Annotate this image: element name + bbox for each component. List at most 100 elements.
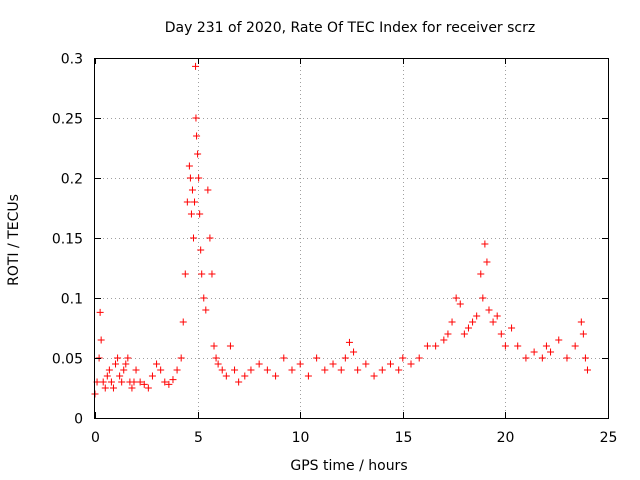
data-point <box>214 360 222 368</box>
y-tick-label: 0.1 <box>61 292 83 308</box>
y-tick-label: 0.3 <box>61 52 83 68</box>
x-tick-label: 0 <box>91 430 100 446</box>
data-point <box>432 342 440 350</box>
data-point <box>183 198 191 206</box>
data-point <box>337 366 345 374</box>
data-point <box>370 372 378 380</box>
y-tick-label: 0 <box>74 412 83 428</box>
data-point <box>173 366 181 374</box>
data-point <box>202 306 210 314</box>
data-point <box>109 384 117 392</box>
data-points <box>91 62 591 398</box>
data-point <box>226 342 234 350</box>
data-point <box>212 354 220 362</box>
data-point <box>208 270 216 278</box>
data-point <box>124 354 132 362</box>
data-point <box>153 360 161 368</box>
data-point <box>583 366 591 374</box>
data-point <box>448 318 456 326</box>
x-tick-label: 15 <box>395 430 413 446</box>
data-point <box>120 366 128 374</box>
gridlines <box>95 58 608 418</box>
tick-labels: 0 5 10 15 20 25 0 0.05 0.1 0.15 0.2 0.25 0.3 <box>52 52 618 447</box>
data-point <box>103 372 111 380</box>
data-point <box>191 198 199 206</box>
data-point <box>187 210 195 218</box>
data-point <box>157 366 165 374</box>
data-point <box>354 366 362 374</box>
data-point <box>112 360 120 368</box>
data-point <box>179 318 187 326</box>
data-point <box>563 354 571 362</box>
data-point <box>407 360 415 368</box>
data-point <box>547 348 555 356</box>
data-point <box>235 378 243 386</box>
data-point <box>280 354 288 362</box>
data-point <box>193 132 201 140</box>
data-point <box>107 378 115 386</box>
data-point <box>296 360 304 368</box>
data-point <box>288 366 296 374</box>
data-point <box>247 366 255 374</box>
data-point <box>581 354 589 362</box>
y-tick-label: 0.2 <box>61 172 83 188</box>
data-point <box>97 336 105 344</box>
data-point <box>148 372 156 380</box>
data-point <box>200 294 208 302</box>
data-point <box>542 342 550 350</box>
data-point <box>395 366 403 374</box>
data-point <box>130 378 138 386</box>
data-point <box>571 342 579 350</box>
data-point <box>493 312 501 320</box>
data-point <box>194 150 202 158</box>
data-point <box>165 380 173 388</box>
plot-area-border <box>94 58 609 419</box>
data-point <box>210 342 218 350</box>
x-tick-label: 5 <box>194 430 203 446</box>
data-point <box>481 240 489 248</box>
data-point <box>99 378 107 386</box>
chart-title: Day 231 of 2020, Rate Of TEC Index for r… <box>165 20 535 36</box>
data-point <box>489 318 497 326</box>
data-point <box>197 246 205 254</box>
data-point <box>508 324 516 332</box>
data-point <box>423 342 431 350</box>
x-tick-label: 10 <box>292 430 310 446</box>
data-point <box>169 376 177 384</box>
data-point <box>192 114 200 122</box>
data-point <box>263 366 271 374</box>
data-point <box>101 384 109 392</box>
data-point <box>105 366 113 374</box>
y-tick-label: 0.15 <box>52 232 83 248</box>
data-point <box>241 372 249 380</box>
data-point <box>350 348 358 356</box>
data-point <box>464 324 472 332</box>
data-point <box>483 258 491 266</box>
data-point <box>218 366 226 374</box>
data-point <box>577 318 585 326</box>
data-point <box>304 372 312 380</box>
data-point <box>231 366 239 374</box>
data-point <box>399 354 407 362</box>
data-point <box>140 380 148 388</box>
data-point <box>192 62 200 70</box>
data-point <box>497 330 505 338</box>
y-tick-label: 0.25 <box>52 112 83 128</box>
data-point <box>473 312 481 320</box>
data-point <box>313 354 321 362</box>
data-point <box>477 270 485 278</box>
data-point <box>479 294 487 302</box>
data-point <box>514 342 522 350</box>
data-point <box>485 306 493 314</box>
y-axis-label: ROTI / TECUs <box>6 194 22 286</box>
data-point <box>272 372 280 380</box>
data-point <box>362 360 370 368</box>
plot-frame <box>94 58 609 419</box>
data-point <box>386 360 394 368</box>
data-point <box>341 354 349 362</box>
data-point <box>440 336 448 344</box>
data-point <box>204 186 212 194</box>
data-point <box>378 366 386 374</box>
data-point <box>122 360 130 368</box>
data-point <box>456 300 464 308</box>
